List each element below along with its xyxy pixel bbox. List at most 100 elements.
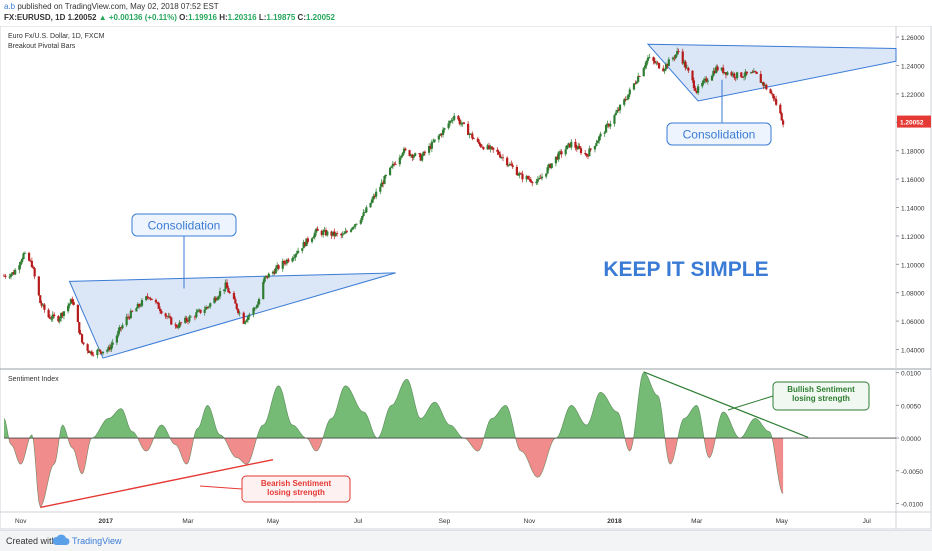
candle-body bbox=[80, 334, 84, 343]
candle-body bbox=[195, 312, 198, 318]
candle-body bbox=[742, 76, 746, 78]
candle-body bbox=[695, 90, 698, 93]
candle-body bbox=[603, 132, 606, 134]
candle-body bbox=[271, 271, 275, 274]
time-tick-label: Jul bbox=[354, 518, 363, 525]
consolidation-triangle-2017 bbox=[68, 272, 396, 359]
tradingview-brand[interactable]: TradingView bbox=[72, 536, 122, 546]
candle-body bbox=[273, 271, 276, 274]
candle-body bbox=[262, 281, 265, 300]
candle-body bbox=[21, 259, 24, 263]
candle-body bbox=[722, 67, 725, 74]
candle-body bbox=[263, 277, 266, 282]
candle-body bbox=[203, 309, 206, 313]
candle-body bbox=[508, 163, 512, 166]
candle-body bbox=[623, 99, 626, 105]
candle-body bbox=[256, 304, 259, 308]
candle-body bbox=[657, 63, 661, 69]
candle-body bbox=[218, 291, 222, 297]
candle-body bbox=[550, 163, 553, 168]
candle-body bbox=[526, 176, 530, 179]
senti-tick-label: -0.0050 bbox=[901, 469, 923, 476]
author-link[interactable]: a.b bbox=[4, 2, 16, 11]
candle-body bbox=[316, 228, 319, 231]
candle-body bbox=[472, 138, 475, 140]
candle-body bbox=[546, 167, 549, 174]
candle-body bbox=[584, 153, 587, 154]
candle-body bbox=[570, 141, 573, 148]
senti-tick-label: 0.0050 bbox=[901, 403, 921, 410]
candle-body bbox=[4, 275, 7, 277]
candle-body bbox=[291, 258, 294, 262]
candle-body bbox=[408, 150, 411, 156]
sentiment-line bbox=[3, 372, 784, 508]
candle-body bbox=[763, 84, 767, 86]
candle-body bbox=[140, 300, 144, 306]
candle-body bbox=[637, 76, 640, 82]
candle-body bbox=[315, 228, 318, 233]
candle-body bbox=[557, 152, 560, 160]
candle-body bbox=[676, 51, 679, 55]
candle-body bbox=[324, 230, 328, 236]
candle-body bbox=[196, 310, 199, 313]
candle-body bbox=[496, 149, 499, 152]
symbol-quote-line: FX:EURUSD, 1D 1.20052 ▲ +0.00136 (+0.11%… bbox=[4, 13, 335, 22]
candle-body bbox=[598, 136, 601, 141]
candle-body bbox=[595, 143, 598, 146]
candle-body bbox=[616, 109, 619, 113]
candle-body bbox=[330, 231, 333, 236]
candle-body bbox=[72, 302, 75, 305]
candle-body bbox=[398, 157, 401, 165]
candle-body bbox=[238, 312, 241, 314]
time-tick-label: Mar bbox=[182, 518, 194, 525]
candle-body bbox=[480, 146, 484, 148]
senti-tick-label: 0.0100 bbox=[901, 371, 921, 378]
candle-body bbox=[145, 296, 148, 301]
candle-body bbox=[500, 157, 503, 159]
chart-canvas[interactable]: 1.260001.240001.220001.200001.180001.160… bbox=[0, 26, 932, 530]
candle-body bbox=[462, 122, 466, 124]
candle-body bbox=[62, 311, 66, 316]
candle-body bbox=[731, 73, 735, 76]
price-tick-label: 1.12000 bbox=[901, 234, 925, 241]
consolidation-callout-2018-label: Consolidation bbox=[683, 128, 756, 142]
candle-body bbox=[749, 72, 753, 74]
candle-body bbox=[666, 64, 669, 67]
candle-body bbox=[439, 133, 442, 136]
time-tick-label: Sep bbox=[439, 518, 451, 525]
candle-body bbox=[323, 230, 326, 232]
candle-body bbox=[702, 80, 705, 83]
candle-body bbox=[681, 51, 684, 64]
candle-body bbox=[734, 77, 737, 79]
candle-body bbox=[99, 349, 102, 352]
candle-body bbox=[712, 70, 715, 76]
candle-body bbox=[223, 289, 226, 292]
symbol-label: FX:EURUSD, 1D bbox=[4, 13, 66, 22]
candle-body bbox=[653, 61, 656, 64]
candle-body bbox=[214, 297, 217, 301]
candle-body bbox=[685, 67, 689, 69]
candle-body bbox=[770, 93, 774, 95]
candle-body bbox=[479, 143, 482, 147]
candle-body bbox=[423, 151, 427, 153]
candle-body bbox=[363, 212, 367, 214]
candle-body bbox=[101, 351, 105, 354]
candle-body bbox=[755, 71, 758, 74]
candle-body bbox=[453, 115, 456, 120]
bearish-callout-pointer bbox=[199, 485, 243, 490]
candle-body bbox=[447, 123, 450, 129]
candle-body bbox=[437, 135, 440, 140]
candle-body bbox=[432, 141, 435, 143]
candle-body bbox=[160, 311, 163, 314]
high-label: H: bbox=[219, 13, 228, 22]
candle-body bbox=[450, 120, 453, 122]
candle-body bbox=[178, 322, 181, 328]
candle-body bbox=[487, 145, 491, 150]
price-value: 1.20052 bbox=[67, 13, 97, 22]
sentiment-pane-title: Sentiment Index bbox=[8, 376, 59, 383]
price-tick-label: 1.24000 bbox=[901, 64, 925, 71]
candle-body bbox=[457, 115, 460, 120]
published-text: published on TradingView.com, May 02, 20… bbox=[17, 2, 219, 11]
candle-body bbox=[344, 231, 347, 234]
candle-body bbox=[185, 317, 188, 321]
